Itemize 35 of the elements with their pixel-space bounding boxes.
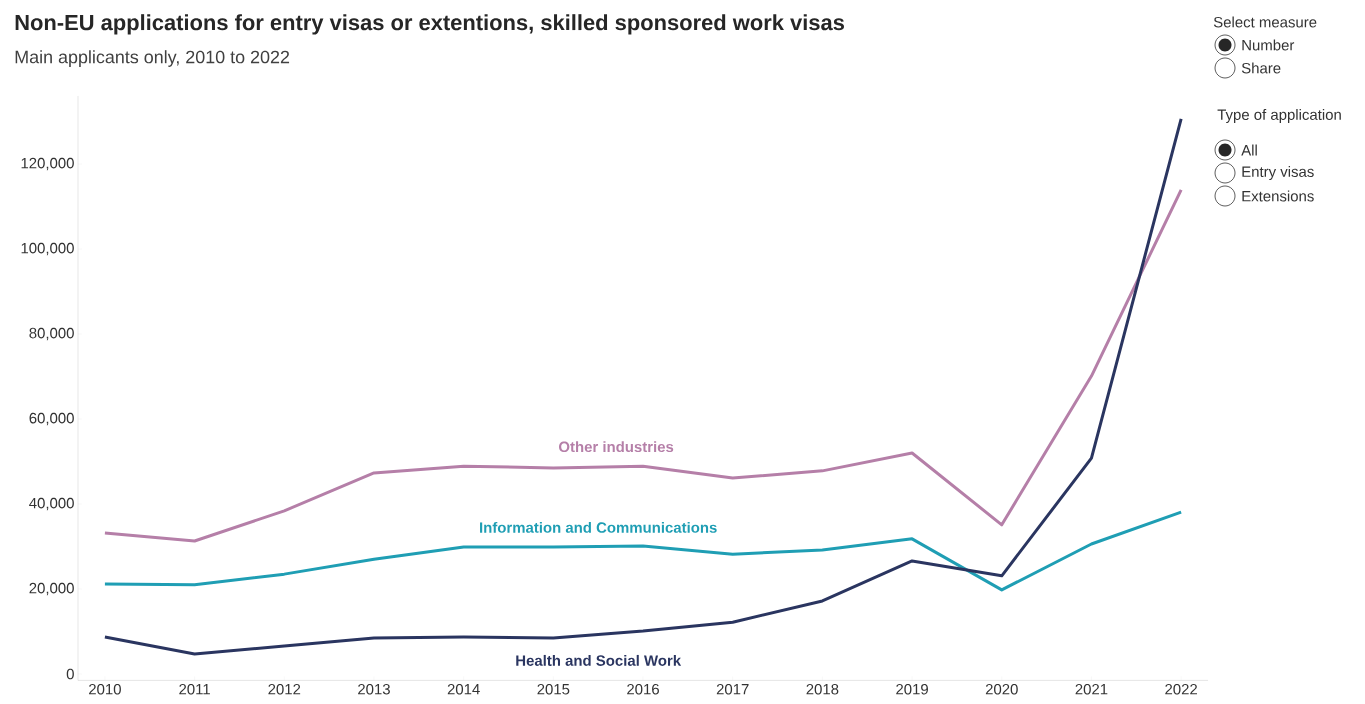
y-tick-label: 40,000: [29, 497, 74, 511]
x-tick-label: 2011: [179, 683, 210, 695]
y-tick-label: 0: [66, 668, 74, 680]
text: Number: [1242, 39, 1295, 51]
text: Share: [1241, 62, 1281, 74]
x-tick-label: 2015: [537, 683, 570, 695]
line-series: [103, 117, 1183, 656]
text: Select measure: [1213, 16, 1317, 28]
x-tick-label: 2012: [268, 683, 301, 695]
line-series: [103, 188, 1183, 543]
x-tick-label: 2010: [89, 683, 121, 695]
series-label: Other industries: [559, 441, 674, 453]
text: Entry visas: [1242, 166, 1314, 180]
y-tick-label: 60,000: [29, 412, 74, 426]
text: All: [1241, 144, 1257, 156]
x-tick-label: 2016: [627, 683, 659, 695]
y-tick-label: 80,000: [29, 327, 74, 341]
line-series: [103, 510, 1183, 592]
y-tick-label: 100,000: [21, 242, 74, 256]
x-tick-label: 2017: [716, 683, 749, 695]
y-tick-label: 120,000: [21, 157, 74, 171]
x-tick-label: 2022: [1165, 683, 1197, 695]
text: Extensions: [1242, 190, 1314, 202]
chart-title: Non-EU applications for entry visas or extentions, skilled sponsored work visas: [15, 14, 844, 35]
x-tick-label: 2021: [1075, 683, 1108, 695]
chart-subtitle: Main applicants only, 2010 to 2022: [15, 50, 290, 67]
y-tick-label: 20,000: [29, 582, 74, 596]
x-tick-label: 2014: [447, 683, 480, 695]
text: Type of application: [1217, 109, 1341, 123]
series-label: Information and Communications: [480, 521, 717, 533]
x-tick-label: 2019: [896, 683, 928, 695]
series-label: Health and Social Work: [516, 654, 682, 666]
x-tick-label: 2020: [985, 683, 1018, 695]
x-tick-label: 2018: [806, 683, 839, 695]
x-tick-label: 2013: [358, 683, 390, 695]
